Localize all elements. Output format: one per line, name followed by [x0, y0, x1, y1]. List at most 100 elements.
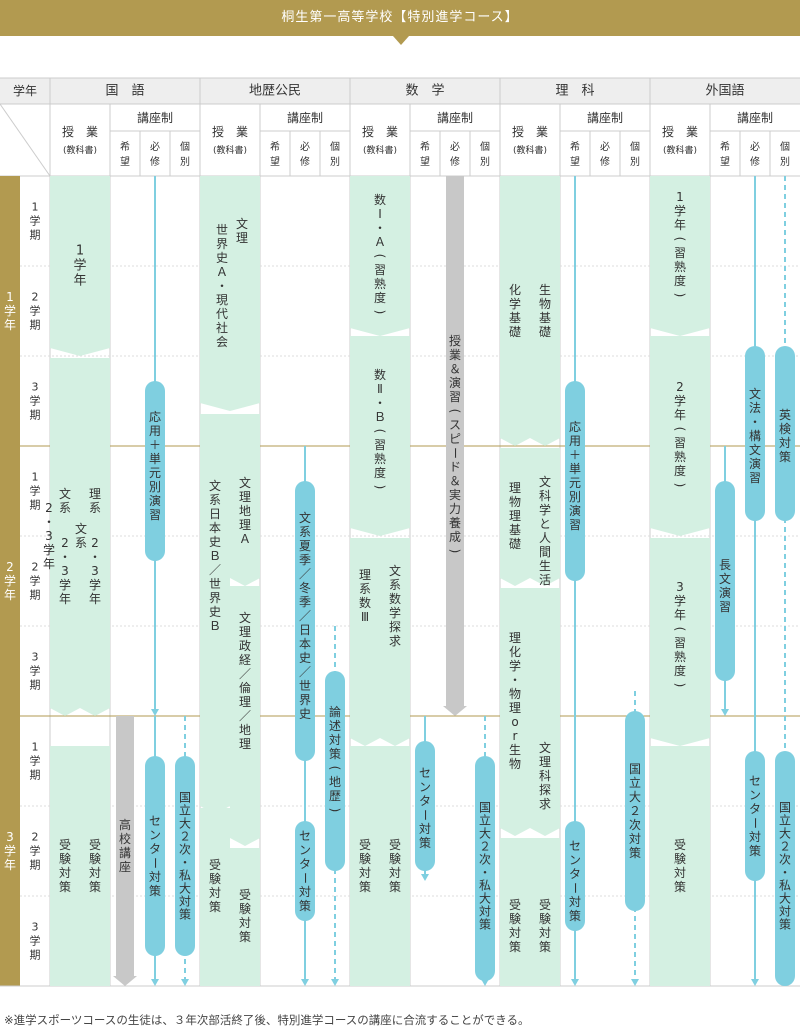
- year-stripe: [0, 176, 20, 986]
- header-course-type-4-2: 個別: [780, 140, 790, 168]
- svg-text:物: 物: [509, 757, 521, 771]
- svg-text:タ: タ: [149, 842, 161, 856]
- header-course-label-4: 講座制: [737, 110, 773, 125]
- svg-text:タ: タ: [749, 802, 761, 816]
- header-course-type-0-1: 必修: [150, 140, 160, 168]
- suugaku-exam2-block: [380, 746, 410, 986]
- svg-text:策: 策: [329, 747, 341, 761]
- svg-text:ン: ン: [299, 843, 311, 857]
- svg-text:立: 立: [779, 813, 791, 828]
- header-course-type-2-2: 個別: [480, 140, 490, 168]
- svg-text:／: ／: [209, 563, 221, 577]
- svg-text:系: 系: [89, 501, 101, 515]
- svg-text:学: 学: [30, 394, 41, 408]
- svg-text:策: 策: [674, 880, 686, 894]
- svg-text:期: 期: [30, 319, 41, 332]
- svg-text:別: 別: [149, 480, 161, 494]
- svg-text:1: 1: [76, 244, 84, 259]
- svg-text:期: 期: [30, 949, 41, 962]
- svg-text:界: 界: [299, 693, 311, 707]
- svg-text:文: 文: [719, 571, 731, 586]
- svg-text:文: 文: [389, 563, 401, 578]
- svg-text:大: 大: [629, 790, 641, 804]
- kokugo-kibou-arrow-head: [113, 976, 137, 986]
- svg-text:学: 学: [674, 203, 686, 218]
- svg-text:史: 史: [209, 605, 221, 619]
- svg-text:倫: 倫: [239, 681, 251, 695]
- header-class-sub-1: (教科書): [213, 144, 247, 156]
- gaikoku-kibou-pill: [715, 481, 735, 681]
- svg-text:r: r: [513, 729, 518, 743]
- svg-text:化: 化: [509, 645, 521, 659]
- header-subject-1: 地歴公民: [249, 84, 301, 99]
- svg-text:度: 度: [374, 290, 386, 305]
- svg-text:): ): [673, 293, 687, 298]
- svg-text:Ａ: Ａ: [216, 265, 228, 279]
- chireki-hisshu-pill2: [295, 821, 315, 921]
- svg-text:学: 学: [4, 573, 16, 588]
- svg-text:3: 3: [32, 921, 39, 934]
- svg-text:個: 個: [480, 140, 490, 153]
- svg-text:必: 必: [300, 140, 310, 153]
- svg-text:受: 受: [209, 858, 221, 872]
- svg-text:学: 学: [30, 754, 41, 768]
- svg-text:数: 数: [389, 591, 401, 606]
- svg-text:対: 対: [209, 886, 221, 900]
- rika-exam1-block: [500, 838, 530, 986]
- svg-text:演: 演: [149, 493, 161, 508]
- svg-text:物: 物: [539, 297, 551, 311]
- svg-text:(: (: [673, 237, 687, 242]
- svg-text:策: 策: [479, 918, 491, 932]
- svg-text:・: ・: [59, 550, 71, 564]
- suugaku-s2-block: [350, 336, 410, 536]
- svg-text:学: 学: [30, 484, 41, 498]
- svg-text:冬: 冬: [299, 580, 311, 595]
- svg-text:社: 社: [216, 320, 228, 335]
- svg-text:期: 期: [30, 679, 41, 692]
- svg-text:史: 史: [209, 535, 221, 549]
- svg-text:／: ／: [299, 665, 311, 679]
- svg-text:年: 年: [4, 318, 16, 332]
- svg-text:年: 年: [4, 858, 16, 872]
- svg-text:政: 政: [239, 639, 251, 653]
- svg-text:習: 習: [674, 246, 686, 260]
- suugaku-hisshu-arrow-head: [421, 874, 429, 881]
- svg-text:必: 必: [750, 140, 760, 153]
- svg-text:習: 習: [719, 600, 731, 614]
- svg-text:史: 史: [216, 251, 228, 265]
- svg-text:ー: ー: [298, 872, 312, 884]
- svg-text:熟: 熟: [374, 451, 386, 466]
- svg-text:Ⅲ: Ⅲ: [361, 610, 369, 624]
- svg-text:／: ／: [239, 667, 251, 681]
- gaikoku-exam-block: [650, 746, 710, 986]
- svg-text:Ａ: Ａ: [374, 235, 386, 249]
- svg-text:ー: ー: [448, 447, 462, 459]
- svg-text:修: 修: [450, 155, 460, 168]
- svg-text:系: 系: [209, 493, 221, 507]
- header-course-type-1-2: 個別: [330, 140, 340, 168]
- svg-text:学: 学: [73, 258, 86, 274]
- year-label-1: 2学年: [4, 560, 16, 602]
- svg-text:界: 界: [209, 591, 221, 605]
- svg-text:ー: ー: [148, 857, 162, 869]
- header-subject-0: 国 語: [105, 83, 144, 99]
- svg-text:策: 策: [179, 908, 191, 922]
- svg-text:次: 次: [479, 853, 491, 867]
- svg-text:＋: ＋: [149, 438, 161, 452]
- svg-text:求: 求: [389, 634, 401, 648]
- svg-text:／: ／: [239, 709, 251, 723]
- svg-text:生: 生: [539, 559, 551, 573]
- kokugo-hisshu-arrow2-head: [151, 979, 159, 986]
- svg-text:タ: タ: [569, 867, 581, 881]
- svg-text:ピ: ピ: [449, 432, 461, 446]
- svg-text:望: 望: [420, 155, 430, 168]
- svg-text:学: 学: [43, 542, 55, 557]
- svg-text:策: 策: [539, 940, 551, 954]
